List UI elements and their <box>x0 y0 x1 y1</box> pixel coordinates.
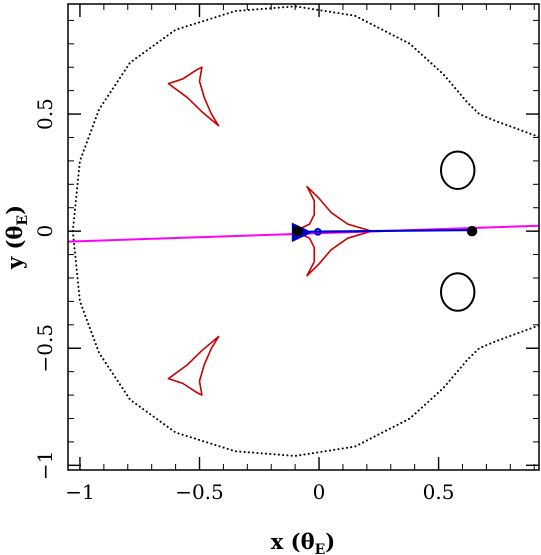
x-tick-label: 0.5 <box>423 480 455 504</box>
minor-ticks <box>68 4 539 470</box>
center-of-mass <box>313 227 322 236</box>
y-axis-label: y <box>2 256 27 270</box>
planet-critical-loop-upper <box>439 150 476 190</box>
y-axis-unit: θ <box>2 226 27 240</box>
x-axis-unit-subscript: E <box>315 542 326 555</box>
x-axis-title: x (θE) <box>271 529 335 555</box>
tick-labels: −1 −0.5 0 0.5 −1 −0.5 0 0.5 <box>33 98 454 504</box>
data-layer <box>68 5 539 457</box>
plot-frame <box>67 3 540 471</box>
planet <box>466 225 478 237</box>
x-axis-unit: θ <box>301 529 315 554</box>
x-tick-label: −1 <box>65 480 94 504</box>
host-star <box>292 225 303 237</box>
lens-axis <box>294 228 476 233</box>
x-tick-label: 0 <box>313 480 326 504</box>
y-tick-label: −0.5 <box>33 324 57 373</box>
major-ticks <box>68 4 539 470</box>
y-tick-label: −1 <box>33 451 57 480</box>
y-axis-unit-subscript: E <box>15 215 31 226</box>
y-axis-title: y (θE) <box>2 205 31 270</box>
x-tick-label: −0.5 <box>175 480 224 504</box>
y-tick-label: 0 <box>33 225 57 238</box>
planet-critical-loop-lower <box>439 272 476 312</box>
y-tick-label: 0.5 <box>33 98 57 130</box>
caustic-lower <box>167 335 220 396</box>
x-axis-label: x <box>271 529 284 554</box>
critical-curve <box>71 5 539 457</box>
caustic-upper <box>167 66 220 127</box>
